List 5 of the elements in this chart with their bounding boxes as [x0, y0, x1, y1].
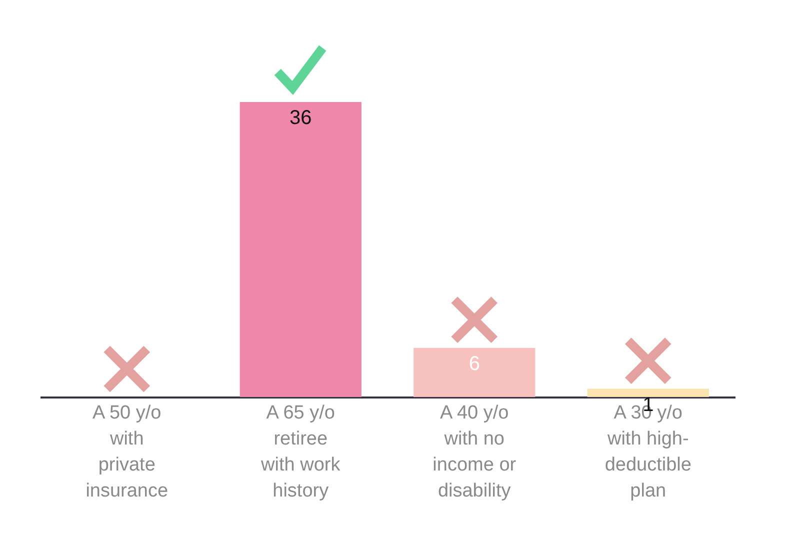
x-tick-label: A 65 y/o retiree with work history [260, 402, 341, 502]
data-label: 36 [290, 107, 312, 129]
data-label: 6 [468, 352, 480, 375]
x-tick-label: A 40 y/o with no income or disability [432, 402, 517, 502]
x-tick-label: A 50 y/o with private insurance [86, 402, 168, 502]
